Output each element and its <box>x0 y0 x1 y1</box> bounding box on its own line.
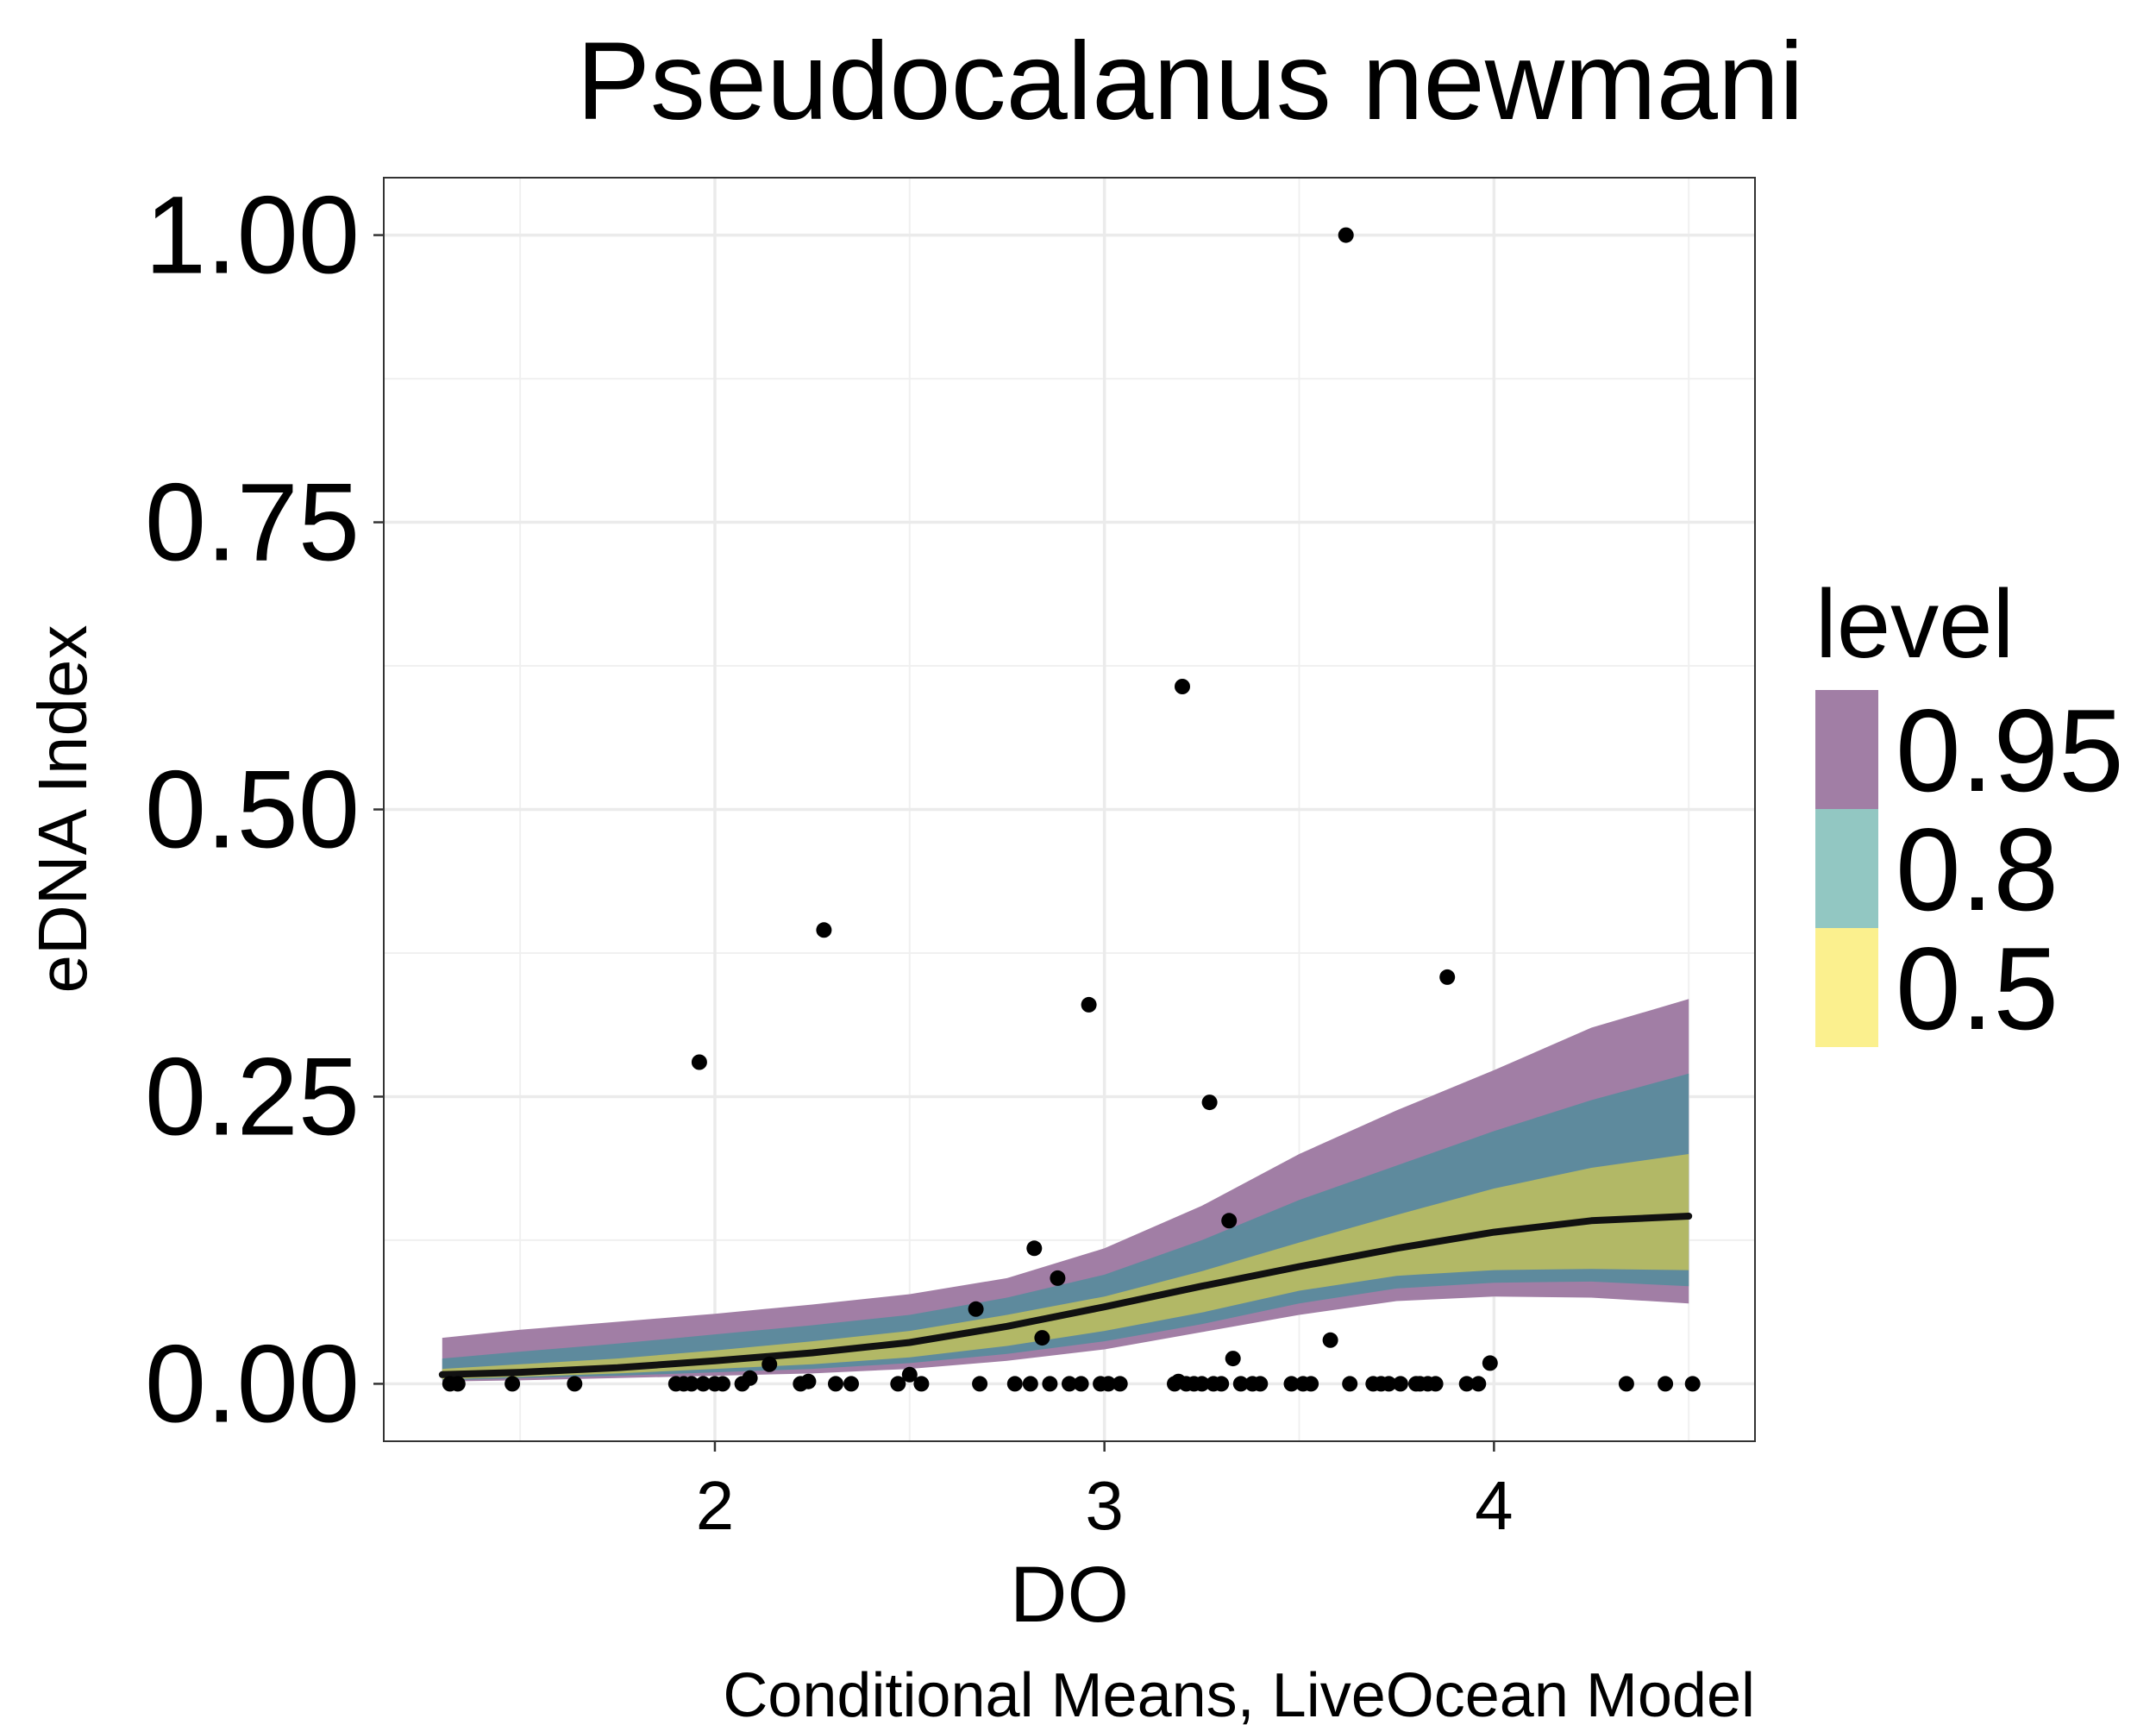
data-point <box>1175 679 1190 694</box>
confidence-bands <box>442 999 1689 1382</box>
data-point <box>1658 1376 1674 1392</box>
data-point <box>1100 1376 1117 1392</box>
data-point <box>1026 1240 1043 1257</box>
legend-key-0.5 <box>1815 928 1878 1047</box>
data-point <box>715 1376 730 1392</box>
legend: level 0.950.80.5 <box>1815 570 2124 1054</box>
data-point <box>1381 1376 1397 1392</box>
data-point <box>691 1054 707 1070</box>
x-tick-label: 2 <box>696 1467 735 1544</box>
chart-title: Pseudocalanus newmani <box>576 20 1803 143</box>
x-tick-label: 4 <box>1475 1467 1514 1544</box>
legend-key-0.95 <box>1815 690 1878 809</box>
data-point <box>972 1376 988 1392</box>
legend-label: 0.8 <box>1896 804 2059 935</box>
y-tick-label: 0.50 <box>145 749 360 872</box>
data-point <box>828 1376 843 1392</box>
band-0.5 <box>442 1154 1689 1380</box>
data-point <box>1006 1376 1023 1392</box>
data-point <box>1684 1376 1701 1392</box>
data-point <box>1022 1376 1038 1392</box>
y-tick-label: 1.00 <box>145 174 360 298</box>
x-axis-label: DO <box>1010 1551 1129 1639</box>
data-point <box>1062 1376 1077 1392</box>
data-point <box>505 1376 521 1392</box>
data-point <box>1439 969 1456 985</box>
data-point <box>913 1376 930 1392</box>
data-point <box>742 1370 758 1386</box>
legend-key-0.8 <box>1815 809 1878 928</box>
x-axis: 2 3 4 <box>696 1441 1514 1544</box>
legend-title: level <box>1815 570 2014 678</box>
data-point <box>449 1376 466 1392</box>
data-point <box>1201 1095 1218 1111</box>
mean-line-group <box>438 1213 1693 1378</box>
data-point <box>1252 1376 1269 1392</box>
data-point <box>1225 1351 1241 1367</box>
data-point <box>1482 1355 1498 1371</box>
data-points <box>442 227 1701 1392</box>
data-point <box>695 1376 711 1392</box>
data-point <box>1042 1376 1058 1392</box>
data-point <box>1322 1332 1338 1348</box>
data-point <box>800 1373 817 1389</box>
data-point <box>901 1366 918 1383</box>
data-point <box>968 1301 984 1317</box>
legend-label: 0.5 <box>1896 923 2059 1054</box>
data-point <box>843 1376 859 1392</box>
data-point <box>1081 996 1097 1013</box>
y-axis-label: eDNA Index <box>24 625 101 994</box>
data-point <box>1303 1376 1319 1392</box>
x-tick-label: 3 <box>1085 1467 1124 1544</box>
data-point <box>1034 1330 1050 1346</box>
y-tick-label: 0.00 <box>145 1322 360 1446</box>
data-point <box>1392 1376 1408 1392</box>
y-tick-label: 0.25 <box>145 1035 360 1158</box>
data-point <box>1112 1376 1128 1392</box>
chart-caption: Conditional Means, LiveOcean Model <box>723 1661 1755 1725</box>
y-axis: 0.00 0.25 0.50 0.75 1.00 <box>145 174 384 1446</box>
data-point <box>1338 227 1354 243</box>
data-point <box>1050 1270 1066 1286</box>
data-point <box>1221 1213 1238 1229</box>
data-point <box>567 1376 583 1392</box>
y-tick-label: 0.75 <box>145 461 360 585</box>
data-point <box>1232 1376 1249 1392</box>
data-point <box>1458 1376 1475 1392</box>
mean-line <box>438 1213 1693 1378</box>
data-point <box>1342 1376 1358 1392</box>
data-point <box>1470 1376 1487 1392</box>
data-point <box>1283 1376 1300 1392</box>
data-point <box>761 1356 778 1372</box>
data-point <box>1194 1376 1210 1392</box>
data-point <box>1618 1376 1634 1392</box>
data-point <box>1073 1376 1089 1392</box>
data-point <box>890 1376 906 1392</box>
data-point <box>1427 1376 1444 1392</box>
legend-label: 0.95 <box>1896 685 2124 816</box>
data-point <box>816 922 832 938</box>
data-point <box>1213 1376 1230 1392</box>
data-point <box>683 1376 699 1392</box>
